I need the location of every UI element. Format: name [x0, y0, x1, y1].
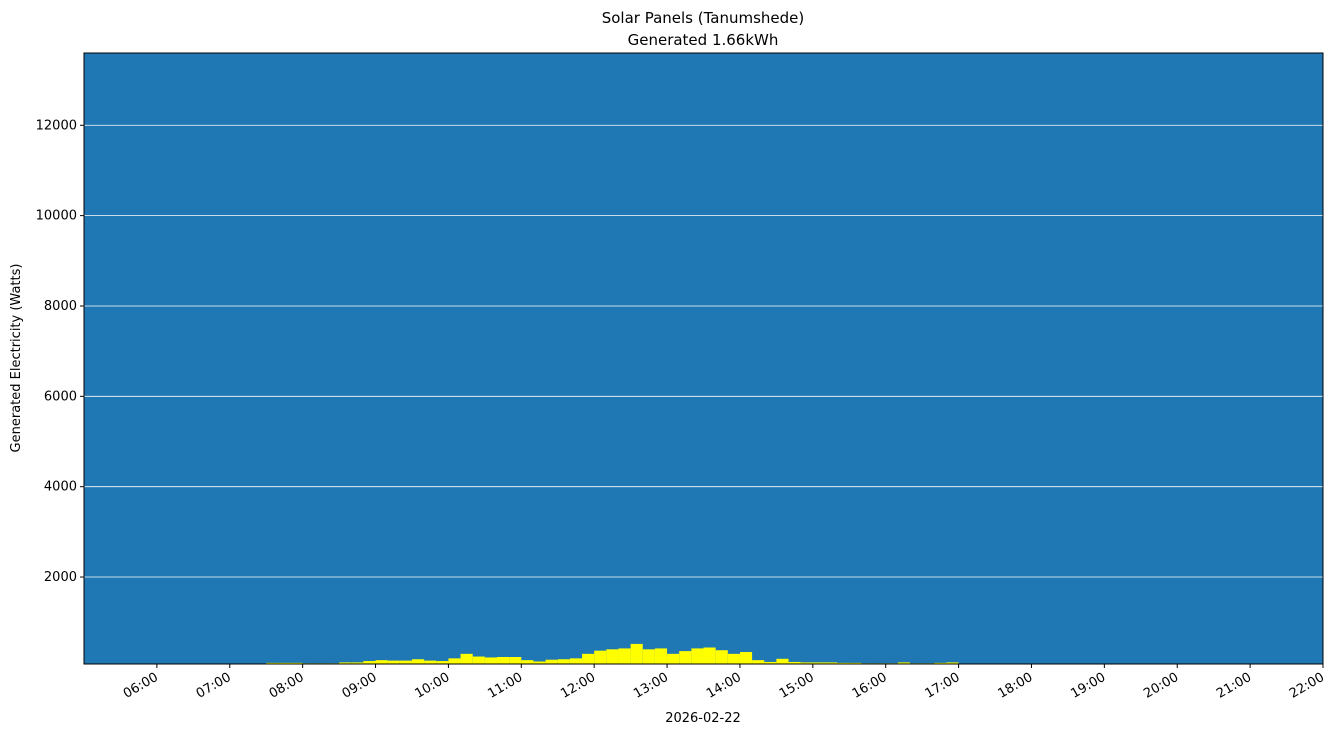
bar — [642, 649, 655, 664]
x-tick-label: 07:00 — [194, 670, 234, 702]
bar — [424, 660, 437, 664]
bar — [934, 662, 947, 664]
bar — [630, 643, 643, 664]
x-tick-label: 15:00 — [777, 670, 817, 702]
x-tick-label: 21:00 — [1214, 670, 1254, 702]
x-tick-label: 22:00 — [1287, 670, 1327, 702]
y-tick-label: 2000 — [44, 570, 77, 585]
bar — [788, 661, 801, 664]
bar — [484, 657, 497, 664]
bar — [290, 662, 303, 664]
bar — [594, 650, 607, 664]
bar — [387, 660, 400, 664]
plot-background — [84, 53, 1323, 664]
bar — [521, 660, 534, 664]
x-tick-label: 06:00 — [121, 670, 161, 702]
bar — [812, 662, 825, 664]
y-tick-label: 6000 — [44, 389, 77, 404]
bar — [460, 653, 473, 664]
bar — [411, 659, 425, 664]
bar — [752, 660, 765, 664]
bar — [497, 656, 510, 664]
bar — [339, 662, 352, 664]
bar — [266, 662, 279, 664]
bar — [776, 658, 789, 664]
bar — [472, 656, 485, 664]
bar — [448, 658, 461, 664]
bar — [533, 661, 546, 664]
bar — [654, 648, 668, 664]
bar — [715, 650, 728, 664]
bar — [351, 662, 364, 664]
x-tick-label: 20:00 — [1141, 670, 1181, 702]
plot-frame — [83, 52, 1324, 665]
bar — [946, 662, 959, 664]
bar — [691, 648, 704, 664]
x-tick-label: 18:00 — [996, 670, 1036, 702]
bar — [824, 662, 838, 664]
bar — [837, 662, 850, 664]
bar — [399, 660, 412, 664]
x-tick-label: 14:00 — [704, 670, 744, 702]
bar — [703, 647, 716, 664]
bar — [727, 653, 740, 664]
bar — [739, 652, 753, 664]
bar — [764, 661, 777, 664]
y-tick-label: 10000 — [36, 209, 77, 224]
bar — [545, 659, 558, 664]
x-tick-label: 19:00 — [1068, 670, 1108, 702]
y-tick-label: 8000 — [44, 299, 77, 314]
y-tick-label: 12000 — [36, 118, 77, 133]
chart-subtitle: Generated 1.66kWh — [628, 31, 779, 49]
bar — [375, 660, 388, 664]
bar — [800, 662, 813, 664]
chart-title: Solar Panels (Tanumshede) — [602, 9, 805, 27]
x-tick-label: 13:00 — [631, 670, 671, 702]
bar — [618, 648, 631, 664]
bar — [509, 656, 522, 664]
x-tick-label: 11:00 — [485, 670, 525, 702]
bar — [436, 661, 449, 664]
y-axis-label: Generated Electricity (Watts) — [9, 264, 24, 453]
bar — [557, 659, 570, 664]
x-tick-label: 09:00 — [340, 670, 380, 702]
bar — [667, 653, 680, 664]
bar — [569, 658, 583, 664]
bar — [606, 649, 619, 664]
bar — [278, 662, 291, 664]
bar — [849, 662, 862, 664]
x-axis-label: 2026-02-22 — [665, 711, 741, 726]
bar — [363, 661, 376, 664]
x-tick-label: 08:00 — [267, 670, 307, 702]
x-tick-label: 17:00 — [923, 670, 963, 702]
bars — [266, 643, 959, 664]
y-tick-label: 4000 — [44, 480, 77, 495]
x-tick-label: 16:00 — [850, 670, 890, 702]
bar — [582, 653, 595, 664]
x-tick-label: 12:00 — [558, 670, 598, 702]
bar — [679, 651, 692, 664]
x-tick-label: 10:00 — [412, 670, 452, 702]
bar — [897, 662, 910, 664]
